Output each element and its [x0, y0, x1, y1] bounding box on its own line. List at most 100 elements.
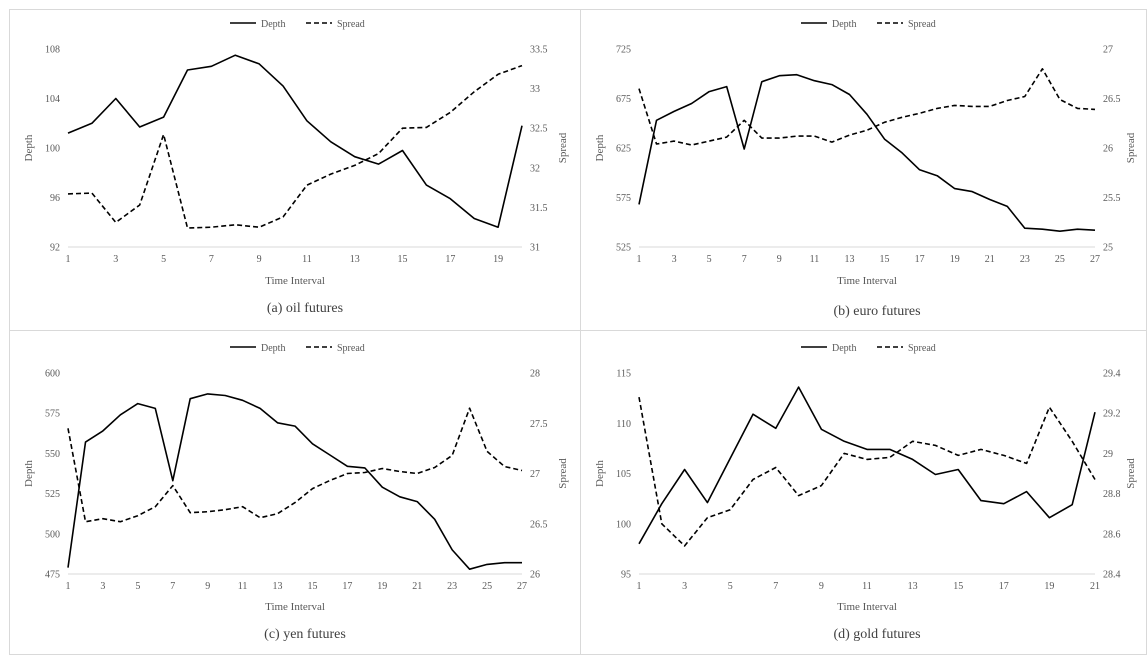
- y-tick-label: 100: [45, 144, 60, 155]
- y-axis-title: Depth: [23, 134, 35, 161]
- y-tick-label: 110: [616, 419, 631, 430]
- x-tick-label: 17: [445, 254, 455, 265]
- chart-panel-oil: 92 96 100 104 108 31 31.5 32 32.5 33 33.5 1 3 5 7 9 11 13…: [9, 9, 581, 331]
- x-tick-label: 7: [742, 254, 747, 265]
- y-tick-label: 625: [616, 144, 631, 155]
- y2-tick-label: 25: [1103, 243, 1113, 254]
- x-tick-label: 23: [1020, 254, 1030, 265]
- legend-label-spread: Spread: [337, 19, 365, 30]
- y2-tick-label: 29: [1103, 449, 1113, 460]
- x-tick-label: 1: [66, 254, 71, 265]
- x-tick-label: 15: [953, 581, 963, 592]
- x-tick-label: 11: [302, 254, 312, 265]
- series-line-spread: [67, 407, 523, 523]
- chart-panel-yen: 475 500 525 550 575 600 26 26.5 27 27.5 28 1 3 5 7 9 11 1…: [9, 331, 581, 655]
- y-tick-label: 575: [45, 409, 60, 420]
- x-tick-label: 15: [307, 581, 317, 592]
- x-tick-label: 19: [493, 254, 503, 265]
- series-line-spread: [638, 67, 1096, 146]
- x-tick-label: 7: [209, 254, 214, 265]
- legend-label-depth: Depth: [832, 343, 856, 354]
- x-tick-label: 7: [170, 581, 175, 592]
- y2-tick-label: 25.5: [1103, 193, 1121, 204]
- chart-caption: (b) euro futures: [833, 304, 920, 319]
- y-tick-label: 108: [45, 45, 60, 56]
- x-tick-label: 1: [637, 254, 642, 265]
- x-tick-label: 15: [880, 254, 890, 265]
- series-line-spread: [67, 64, 523, 229]
- x-tick-label: 19: [377, 581, 387, 592]
- x-tick-label: 9: [257, 254, 262, 265]
- x-tick-label: 15: [398, 254, 408, 265]
- x-tick-label: 13: [908, 581, 918, 592]
- x-tick-label: 3: [113, 254, 118, 265]
- y2-tick-label: 28.6: [1103, 529, 1121, 540]
- series-line-depth: [638, 73, 1096, 232]
- y2-tick-label: 29.4: [1103, 369, 1121, 380]
- y-tick-label: 104: [45, 94, 60, 105]
- x-tick-label: 25: [482, 581, 492, 592]
- y-tick-label: 675: [616, 94, 631, 105]
- legend-label-depth: Depth: [261, 343, 285, 354]
- chart-caption: (d) gold futures: [833, 627, 920, 642]
- y2-tick-label: 26: [530, 570, 540, 581]
- y-tick-label: 500: [45, 529, 60, 540]
- x-tick-label: 21: [412, 581, 422, 592]
- y-axis-title: Depth: [23, 460, 35, 487]
- x-tick-label: 27: [1090, 254, 1100, 265]
- legend-label-spread: Spread: [337, 343, 365, 354]
- y-tick-label: 96: [50, 193, 60, 204]
- x-tick-label: 23: [447, 581, 457, 592]
- y2-tick-label: 33: [530, 84, 540, 95]
- x-tick-label: 11: [810, 254, 820, 265]
- y2-tick-label: 26.5: [1103, 94, 1121, 105]
- legend-label-spread: Spread: [908, 343, 936, 354]
- y-tick-label: 575: [616, 193, 631, 204]
- x-tick-label: 9: [819, 581, 824, 592]
- y2-axis-title: Spread: [1125, 458, 1137, 489]
- x-tick-label: 9: [205, 581, 210, 592]
- y-tick-label: 100: [616, 519, 631, 530]
- x-tick-label: 1: [637, 581, 642, 592]
- legend-label-depth: Depth: [261, 19, 285, 30]
- x-tick-label: 11: [238, 581, 248, 592]
- x-tick-label: 1: [66, 581, 71, 592]
- x-axis-title: Time Interval: [837, 275, 897, 287]
- chart-caption: (c) yen futures: [264, 627, 346, 642]
- series-line-spread: [638, 396, 1096, 547]
- y2-tick-label: 28.8: [1103, 489, 1121, 500]
- x-tick-label: 13: [273, 581, 283, 592]
- y2-tick-label: 31: [530, 243, 540, 254]
- y2-axis-title: Spread: [557, 458, 569, 489]
- y2-tick-label: 26: [1103, 144, 1113, 155]
- y-tick-label: 550: [45, 449, 60, 460]
- x-tick-label: 13: [350, 254, 360, 265]
- x-tick-label: 9: [777, 254, 782, 265]
- x-tick-label: 5: [707, 254, 712, 265]
- y2-tick-label: 28.4: [1103, 570, 1121, 581]
- y2-tick-label: 27: [1103, 45, 1113, 56]
- x-tick-label: 5: [728, 581, 733, 592]
- y-tick-label: 475: [45, 570, 60, 581]
- y-tick-label: 600: [45, 369, 60, 380]
- x-tick-label: 25: [1055, 254, 1065, 265]
- y2-tick-label: 26.5: [530, 519, 548, 530]
- chart-panel-euro: 525 575 625 675 725 25 25.5 26 26.5 27 1 3 5 7 9 11 13 15…: [581, 9, 1147, 331]
- legend-label-depth: Depth: [832, 19, 856, 30]
- y-tick-label: 525: [616, 243, 631, 254]
- x-tick-label: 27: [517, 581, 527, 592]
- y-tick-label: 725: [616, 45, 631, 56]
- x-tick-label: 13: [844, 254, 854, 265]
- x-tick-label: 7: [773, 581, 778, 592]
- series-line-depth: [67, 393, 522, 570]
- chart-caption: (a) oil futures: [267, 301, 343, 316]
- x-tick-label: 17: [342, 581, 352, 592]
- series-line-depth: [67, 54, 523, 228]
- y-tick-label: 105: [616, 469, 631, 480]
- y2-tick-label: 32: [530, 163, 540, 174]
- y-axis-title: Depth: [594, 134, 606, 161]
